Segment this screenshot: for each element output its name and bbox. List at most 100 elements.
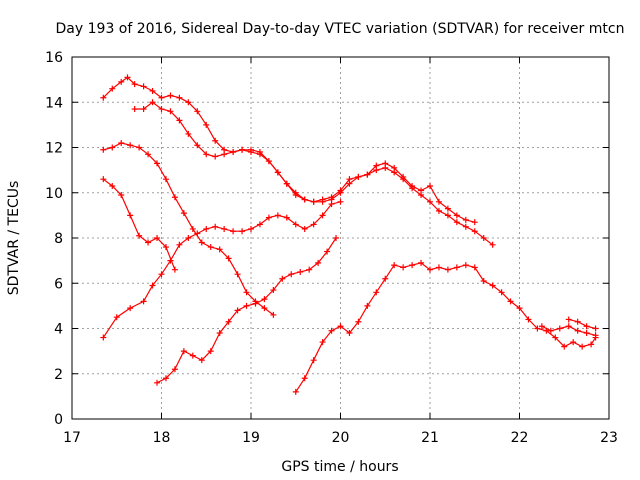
data-point bbox=[310, 357, 317, 364]
data-point bbox=[216, 246, 223, 253]
data-point bbox=[212, 137, 219, 144]
series-s6 bbox=[154, 235, 340, 386]
data-point bbox=[547, 327, 554, 334]
data-point bbox=[534, 325, 541, 332]
series-line bbox=[102, 178, 176, 270]
x-tick-label: 23 bbox=[600, 430, 618, 446]
data-point bbox=[471, 264, 478, 271]
data-point bbox=[131, 81, 138, 88]
data-point bbox=[158, 106, 165, 113]
chart-title: Day 193 of 2016, Sidereal Day-to-day VTE… bbox=[56, 21, 625, 37]
data-point bbox=[292, 388, 299, 395]
y-tick-label: 12 bbox=[45, 141, 63, 157]
data-point bbox=[261, 305, 268, 312]
series-line bbox=[102, 76, 475, 223]
data-point bbox=[328, 201, 335, 208]
data-point bbox=[274, 212, 281, 219]
data-point bbox=[480, 235, 487, 241]
data-point bbox=[118, 192, 125, 199]
data-point bbox=[435, 198, 442, 205]
data-point bbox=[149, 282, 156, 289]
data-point bbox=[592, 332, 599, 339]
data-point bbox=[239, 228, 246, 235]
data-point bbox=[583, 330, 590, 337]
x-tick-label: 22 bbox=[511, 430, 529, 446]
data-point bbox=[306, 266, 313, 273]
data-point bbox=[337, 323, 344, 330]
data-point bbox=[292, 189, 299, 196]
data-point bbox=[162, 244, 169, 251]
data-point bbox=[185, 130, 192, 137]
axis-ticks: 17 18 19 20 21 22 23 0 2 4 6 8 10 12 14 16 bbox=[45, 50, 618, 446]
y-tick-label: 8 bbox=[54, 231, 63, 247]
data-point bbox=[283, 214, 290, 221]
data-point bbox=[444, 266, 451, 273]
data-point bbox=[418, 192, 425, 199]
x-tick-label: 20 bbox=[332, 430, 350, 446]
data-point bbox=[176, 241, 183, 248]
series-s5 bbox=[100, 198, 344, 341]
data-point bbox=[328, 327, 335, 334]
data-point bbox=[154, 379, 161, 386]
data-point bbox=[301, 225, 308, 232]
data-point bbox=[189, 225, 196, 232]
data-point bbox=[261, 296, 268, 303]
data-point bbox=[180, 210, 187, 217]
data-point bbox=[570, 339, 577, 346]
data-point bbox=[538, 323, 545, 330]
data-point bbox=[552, 334, 559, 341]
data-point bbox=[118, 78, 125, 85]
data-point bbox=[180, 348, 187, 355]
series-s1 bbox=[100, 74, 478, 226]
data-point bbox=[480, 277, 487, 284]
data-point bbox=[274, 169, 281, 176]
data-point bbox=[301, 375, 308, 382]
data-point bbox=[167, 108, 174, 115]
x-tick-label: 17 bbox=[63, 430, 81, 446]
data-point bbox=[149, 87, 156, 94]
data-point bbox=[203, 121, 210, 128]
data-point bbox=[136, 144, 143, 151]
y-tick-label: 2 bbox=[54, 367, 63, 383]
series-s7 bbox=[292, 259, 599, 395]
data-point bbox=[565, 323, 572, 330]
data-point bbox=[162, 176, 169, 183]
data-point bbox=[346, 330, 353, 337]
data-point bbox=[185, 99, 192, 106]
data-point bbox=[301, 196, 308, 203]
data-point bbox=[212, 223, 219, 230]
data-point bbox=[283, 180, 290, 187]
data-point bbox=[462, 223, 469, 230]
data-point bbox=[498, 289, 505, 296]
data-point bbox=[489, 282, 496, 289]
data-point bbox=[583, 323, 590, 330]
data-point bbox=[382, 164, 389, 171]
data-point bbox=[288, 271, 295, 278]
data-point bbox=[154, 160, 161, 167]
data-point bbox=[118, 139, 125, 146]
data-point bbox=[198, 239, 205, 246]
data-point bbox=[319, 198, 326, 205]
data-point bbox=[131, 106, 138, 113]
data-point bbox=[140, 83, 147, 90]
series-line bbox=[568, 318, 596, 330]
data-point bbox=[207, 348, 214, 355]
data-point bbox=[234, 307, 241, 314]
data-point bbox=[207, 244, 214, 251]
data-point bbox=[154, 235, 161, 241]
data-point bbox=[212, 153, 219, 160]
data-point bbox=[158, 271, 165, 278]
data-point bbox=[489, 241, 496, 248]
data-point bbox=[100, 94, 107, 101]
data-point bbox=[243, 289, 250, 296]
data-point bbox=[297, 268, 304, 275]
data-point bbox=[145, 151, 152, 158]
data-point bbox=[171, 366, 178, 373]
data-point bbox=[435, 207, 442, 214]
data-point bbox=[230, 149, 237, 156]
data-point bbox=[319, 212, 326, 219]
data-point bbox=[507, 298, 514, 305]
y-axis-label: SDTVAR / TECUs bbox=[6, 181, 22, 296]
data-point bbox=[310, 198, 317, 205]
